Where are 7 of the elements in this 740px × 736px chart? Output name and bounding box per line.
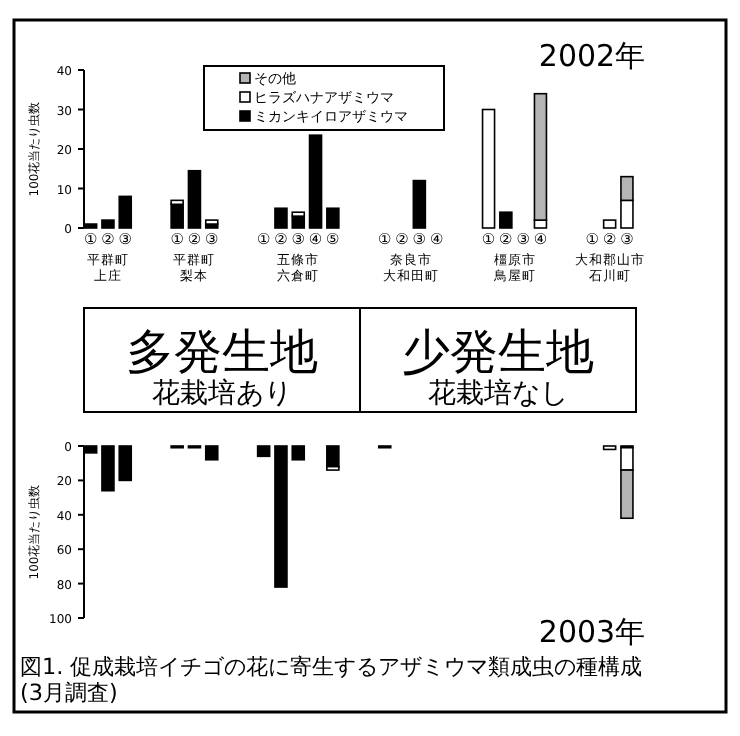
caption: 図1. 促成栽培イチゴの花に寄生するアザミウマ類成虫の種構成 (3月調査) — [20, 654, 643, 706]
text: 2003年 — [538, 614, 646, 650]
text: 花栽培あり — [152, 378, 292, 410]
chart-title: 2002年 — [538, 38, 646, 74]
text: 多発生地 — [126, 324, 318, 380]
text: 少発生地 — [402, 324, 594, 380]
text: 花栽培なし — [428, 378, 568, 410]
